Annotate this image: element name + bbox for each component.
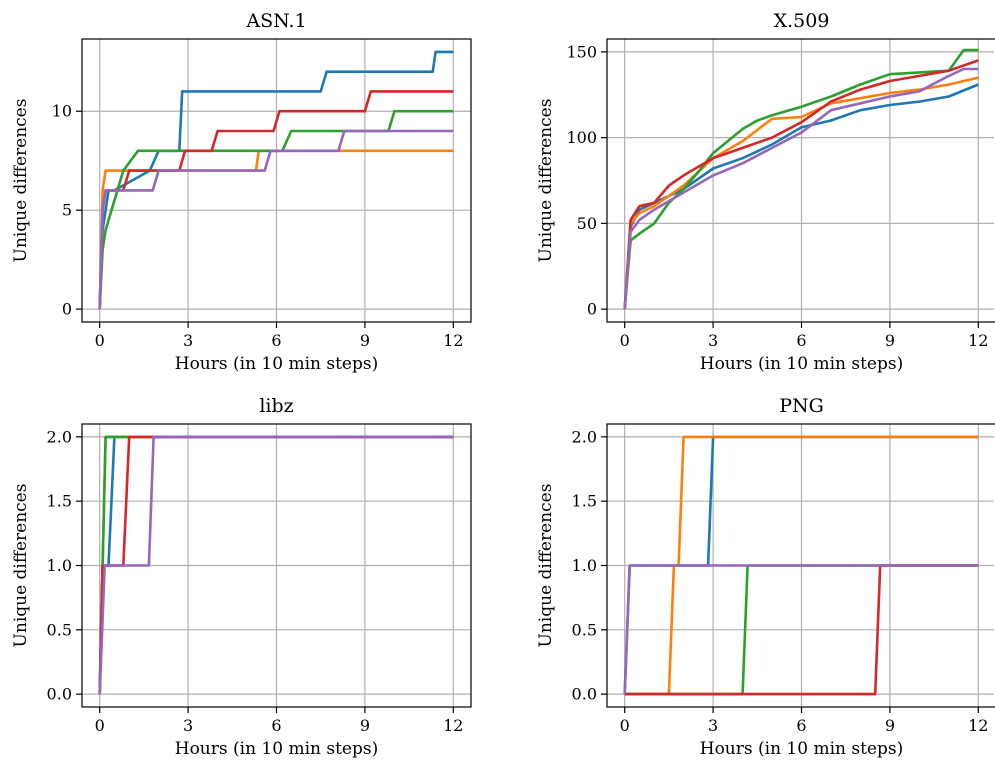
x-tick-label: 3 [708, 716, 718, 735]
grid [82, 39, 471, 322]
y-tick-label: 2.0 [572, 427, 597, 446]
y-axis-label: Unique differences [11, 99, 31, 263]
series-line-red [623, 59, 979, 310]
x-axis-label: Hours (in 10 min steps) [700, 354, 904, 374]
series-group [98, 435, 454, 695]
y-axis-label: Unique differences [536, 99, 556, 263]
y-tick-label: 0.0 [47, 685, 72, 704]
x-tick-label: 0 [620, 331, 630, 350]
x-tick-label: 0 [95, 331, 105, 350]
y-tick-label: 0 [62, 300, 72, 319]
x-tick-label: 6 [796, 716, 806, 735]
series-line-orange [623, 76, 979, 310]
x-tick-label: 12 [968, 331, 988, 350]
y-tick-label: 2.0 [47, 427, 72, 446]
y-tick-label: 0.0 [572, 685, 597, 704]
chart-panel-0: 0 3 6 9 12 0 5 10 ASN.1 Hours (in 10 min steps) Un… [11, 10, 472, 374]
y-axis-label: Unique differences [11, 484, 31, 648]
x-tick-label: 12 [443, 716, 463, 735]
y-tick-label: 150 [566, 42, 597, 61]
x-tick-label: 9 [360, 716, 370, 735]
chart-title: libz [259, 395, 293, 417]
x-tick-label: 0 [620, 716, 630, 735]
y-axis-label: Unique differences [536, 484, 556, 648]
y-tick-label: 1.5 [572, 492, 597, 511]
series-line-green [98, 109, 454, 310]
x-tick-label: 12 [968, 716, 988, 735]
series-line-green [623, 48, 979, 310]
y-tick-label: 0.5 [572, 620, 597, 639]
x-tick-label: 6 [796, 331, 806, 350]
x-axis-label: Hours (in 10 min steps) [700, 739, 904, 759]
chart-panel-3: 0 3 6 9 12 0.0 0.5 1.0 1.5 2.0 PNG Hours (in 10 min… [536, 395, 995, 759]
x-axis-label: Hours (in 10 min steps) [175, 739, 379, 759]
chart-title: X.509 [774, 10, 830, 32]
x-axis-label: Hours (in 10 min steps) [175, 354, 379, 374]
x-tick-label: 9 [885, 331, 895, 350]
series-group [623, 435, 979, 696]
x-tick-label: 3 [708, 331, 718, 350]
x-tick-label: 12 [443, 331, 463, 350]
x-tick-label: 6 [271, 716, 281, 735]
y-tick-label: 10 [52, 102, 72, 121]
series-line-purple [98, 435, 454, 695]
chart-panel-1: 0 3 6 9 12 0 50 100 150 X.509 Hours (in 10 min ste… [536, 10, 995, 374]
y-tick-label: 5 [62, 201, 72, 220]
series-group [98, 50, 454, 310]
chart-title: PNG [779, 395, 824, 417]
series-line-purple [98, 129, 454, 310]
y-tick-label: 1.0 [47, 556, 72, 575]
x-tick-label: 3 [183, 331, 193, 350]
x-tick-label: 3 [183, 716, 193, 735]
y-tick-label: 50 [577, 214, 597, 233]
grid [607, 39, 994, 322]
y-tick-label: 0.5 [47, 620, 72, 639]
chart-title: ASN.1 [245, 10, 306, 32]
series-line-blue [623, 83, 979, 310]
x-tick-label: 0 [95, 716, 105, 735]
x-tick-label: 9 [360, 331, 370, 350]
x-tick-label: 9 [885, 716, 895, 735]
series-group [623, 48, 979, 310]
y-tick-label: 1.0 [572, 556, 597, 575]
y-tick-label: 1.5 [47, 492, 72, 511]
series-line-purple [623, 564, 979, 695]
x-tick-label: 6 [271, 331, 281, 350]
y-tick-label: 100 [566, 128, 597, 147]
series-line-purple [623, 67, 979, 310]
y-tick-label: 0 [587, 300, 597, 319]
chart-panel-2: 0 3 6 9 12 0.0 0.5 1.0 1.5 2.0 libz Hours (in 10 mi… [11, 395, 472, 759]
